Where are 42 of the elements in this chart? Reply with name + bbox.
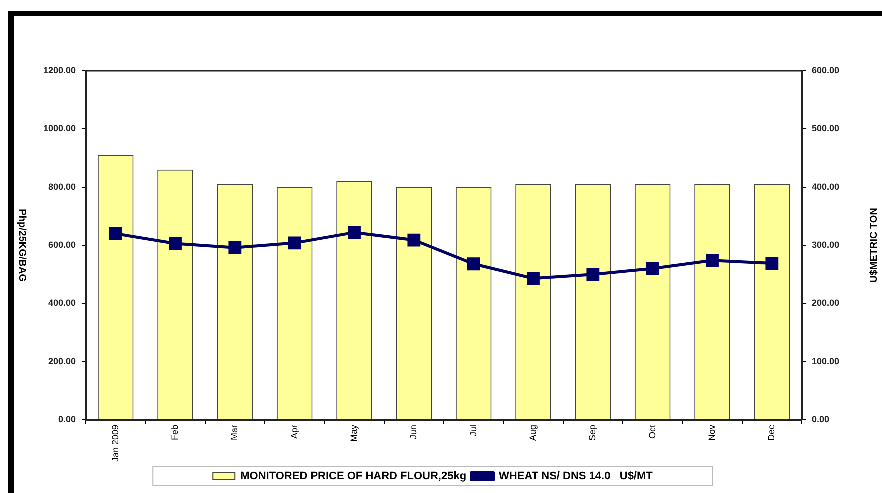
x-tick-label: Jun <box>408 425 419 440</box>
legend-label: WHEAT NS/ DNS 14.0 U$/MT <box>499 470 654 483</box>
x-tick-label: Nov <box>706 424 717 442</box>
x-tick-label: Mar <box>230 425 240 440</box>
point <box>288 236 302 250</box>
y-tick-label: 600.00 <box>48 240 76 250</box>
y-tick-label: 1000.00 <box>43 124 76 134</box>
y-tick-label: 0.00 <box>58 414 76 424</box>
point <box>467 258 480 271</box>
y2-tick-label: 300.00 <box>812 240 840 250</box>
x-tick-label: Apr <box>289 425 300 440</box>
point <box>408 234 421 247</box>
x-tick-label: Aug <box>528 425 538 442</box>
y-tick-label: 1200.00 <box>43 65 76 76</box>
point <box>766 257 779 270</box>
point <box>228 241 242 254</box>
y2-tick-label: 500.00 <box>812 124 840 134</box>
point <box>348 226 361 240</box>
x-tick-label: Jul <box>468 425 478 437</box>
y-axis-title: Php/25KG/BAG <box>16 209 28 282</box>
point <box>527 272 540 286</box>
x-tick-label: May <box>348 424 359 442</box>
y2-tick-label: 0.00 <box>812 414 830 424</box>
x-tick-label: Oct <box>647 424 658 440</box>
y-tick-label: 400.00 <box>48 298 76 308</box>
point <box>109 227 122 240</box>
y2-tick-label: 200.00 <box>812 298 840 308</box>
point <box>646 262 660 276</box>
x-tick-label: Dec <box>766 424 777 442</box>
y2-axis-title: U$METRIC TON <box>868 208 880 283</box>
y2-tick-label: 100.00 <box>812 356 840 366</box>
y-tick-label: 200.00 <box>48 356 76 366</box>
x-tick-label: Sep <box>588 425 598 442</box>
point <box>706 254 719 268</box>
point <box>586 268 600 282</box>
point <box>169 237 182 250</box>
legend-label: MONITORED PRICE OF HARD FLOUR,25kg <box>240 470 467 483</box>
y-tick-label: 800.00 <box>48 182 76 192</box>
x-tick-label: Jan 2009 <box>110 425 120 462</box>
y2-tick-label: 400.00 <box>812 182 840 192</box>
x-tick-label: Feb <box>170 425 180 441</box>
y2-tick-label: 600.00 <box>812 65 840 76</box>
